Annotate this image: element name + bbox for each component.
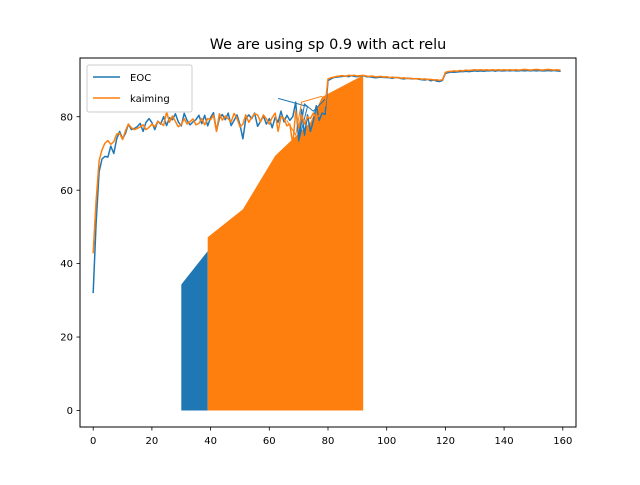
y-tick-label: 60 <box>60 186 73 197</box>
series-fill-kaiming <box>207 75 364 411</box>
x-tick-label: 40 <box>204 436 217 447</box>
y-tick-label: 0 <box>67 406 73 417</box>
x-tick-label: 140 <box>495 436 514 447</box>
artifact-stroke-1 <box>286 95 323 137</box>
series-line-kaiming <box>92 68 561 254</box>
y-tick-label: 80 <box>60 112 73 123</box>
x-tick-label: 60 <box>263 436 276 447</box>
legend: EOC kaiming <box>86 64 193 113</box>
x-tick-label: 120 <box>436 436 455 447</box>
x-tick-label: 20 <box>146 436 159 447</box>
chart-title: We are using sp 0.9 with act relu <box>210 37 446 53</box>
axes: 0 20 40 60 80 100 120 140 160 0 20 40 60 80 <box>60 57 577 447</box>
x-tick-label: 80 <box>322 436 335 447</box>
x-tick-label: 100 <box>377 436 396 447</box>
x-tick-label: 160 <box>553 436 572 447</box>
y-tick-label: 20 <box>60 333 73 344</box>
y-tick-label: 40 <box>60 259 73 270</box>
series-fill-eoc <box>181 251 208 411</box>
x-tick-label: 0 <box>90 436 96 447</box>
plot-area <box>92 68 561 411</box>
legend-label-eoc: EOC <box>130 73 151 84</box>
legend-label-kaiming: kaiming <box>130 94 170 105</box>
